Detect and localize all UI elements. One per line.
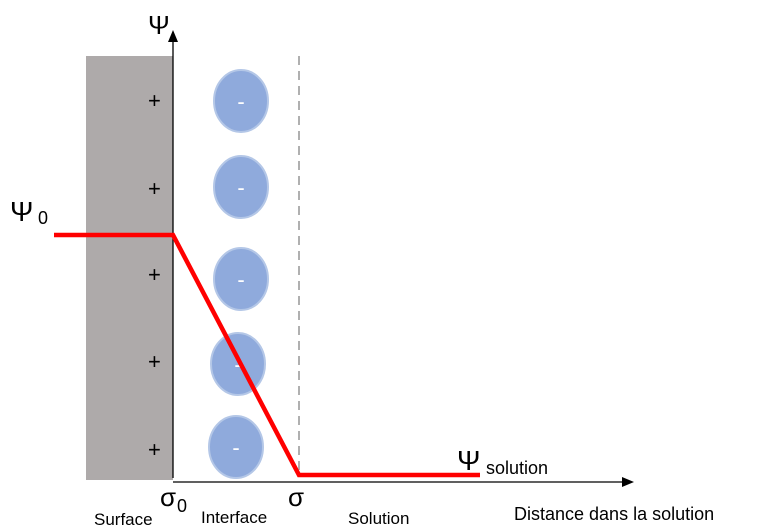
plus-charge: + bbox=[148, 349, 161, 374]
sigma-label: σ bbox=[288, 482, 304, 512]
psi0-label: Ψ 0 bbox=[10, 196, 48, 228]
y-axis-arrowhead bbox=[168, 30, 178, 42]
psi-solution-label: Ψ solution bbox=[457, 445, 548, 478]
negative-ion: - bbox=[213, 247, 269, 311]
ion-sign: - bbox=[232, 435, 239, 460]
region-label-solution: Solution bbox=[348, 509, 409, 528]
plus-charge: + bbox=[148, 176, 161, 201]
counter-ions: - - - - - bbox=[208, 69, 269, 479]
psi-solution-symbol: Ψ bbox=[457, 445, 480, 476]
negative-ion: - bbox=[210, 332, 266, 396]
sigma0-subscript: 0 bbox=[177, 496, 187, 516]
psi-solution-subscript: solution bbox=[486, 458, 548, 478]
plus-charge: + bbox=[148, 88, 161, 113]
ion-sign: - bbox=[234, 352, 241, 377]
x-axis-label: Distance dans la solution bbox=[514, 504, 714, 524]
psi0-symbol: Ψ bbox=[10, 196, 33, 227]
surface-charges: + + + + + bbox=[148, 88, 161, 462]
plus-charge: + bbox=[148, 437, 161, 462]
y-axis-label: Ψ bbox=[148, 10, 170, 40]
sigma0-label: σ 0 bbox=[160, 482, 187, 516]
psi0-subscript: 0 bbox=[38, 208, 48, 228]
plus-charge: + bbox=[148, 262, 161, 287]
negative-ion: - bbox=[213, 155, 269, 219]
ion-sign: - bbox=[237, 175, 244, 200]
ion-sign: - bbox=[237, 89, 244, 114]
sigma0-symbol: σ bbox=[160, 482, 176, 512]
ion-sign: - bbox=[237, 267, 244, 292]
potential-profile-line bbox=[54, 232, 480, 478]
negative-ion: - bbox=[208, 415, 264, 479]
negative-ion: - bbox=[213, 69, 269, 133]
region-label-interface: Interface bbox=[201, 508, 267, 527]
surface-slab bbox=[86, 56, 173, 480]
x-axis-arrowhead bbox=[622, 477, 634, 487]
region-label-surface: Surface bbox=[94, 510, 153, 529]
